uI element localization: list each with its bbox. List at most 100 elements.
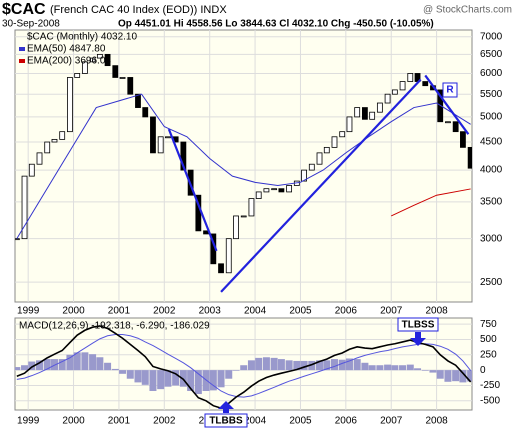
plot bbox=[15, 30, 472, 302]
annotation-box bbox=[442, 82, 458, 98]
candle bbox=[286, 185, 293, 193]
candle bbox=[15, 238, 20, 241]
histogram-bar bbox=[459, 370, 467, 383]
histogram-bar bbox=[149, 370, 157, 391]
candle bbox=[467, 146, 472, 169]
candle bbox=[180, 141, 187, 171]
legend-label: EMA(200) 3696.04 bbox=[27, 56, 111, 67]
legend-label: $CAC (Monthly) 4032.10 bbox=[27, 32, 137, 43]
histogram-bar bbox=[66, 354, 74, 371]
histogram-bar bbox=[444, 370, 452, 382]
candle bbox=[104, 53, 111, 67]
y-tick-label: 4000 bbox=[480, 165, 503, 176]
candle bbox=[119, 77, 126, 79]
candle bbox=[28, 163, 35, 177]
candle bbox=[112, 65, 119, 78]
x-tick-label: 2008 bbox=[425, 416, 448, 427]
x-tick-label: 2002 bbox=[153, 306, 176, 317]
candle bbox=[331, 136, 338, 148]
candle bbox=[399, 81, 406, 91]
y-tick-label: 4500 bbox=[480, 137, 503, 148]
x-tick-label: 2007 bbox=[380, 416, 403, 427]
candle bbox=[21, 175, 28, 240]
x-tick-label: 1999 bbox=[17, 306, 40, 317]
chart-subtitle: (French CAC 40 Index (EOD)) INDX bbox=[50, 4, 227, 16]
histogram-bar bbox=[134, 370, 142, 383]
annotation: TLBBS bbox=[209, 416, 243, 427]
candle bbox=[308, 163, 315, 171]
x-tick-label: 2003 bbox=[199, 306, 222, 317]
histogram-bar bbox=[194, 370, 202, 395]
legend-swatch bbox=[19, 59, 25, 63]
histogram-bar bbox=[436, 370, 444, 379]
histogram-bar bbox=[330, 359, 338, 371]
histogram-bar bbox=[119, 370, 127, 374]
histogram-bar bbox=[50, 359, 58, 371]
candle bbox=[391, 89, 398, 95]
y-tick-label: 5000 bbox=[480, 112, 503, 123]
histogram-bar bbox=[164, 370, 172, 387]
histogram-bar bbox=[293, 360, 301, 371]
histogram-bar bbox=[406, 364, 414, 371]
y-tick-label: 500 bbox=[480, 334, 497, 345]
candle bbox=[142, 107, 149, 118]
histogram-bar bbox=[316, 360, 324, 371]
histogram-bar bbox=[73, 352, 81, 371]
trendline bbox=[424, 74, 470, 135]
source: @ StockCharts.com bbox=[423, 5, 512, 16]
histogram-bar bbox=[452, 370, 460, 382]
candle bbox=[150, 116, 156, 154]
candle bbox=[339, 131, 346, 138]
candle bbox=[240, 215, 247, 218]
histogram-bar bbox=[308, 360, 316, 371]
histogram-bar bbox=[21, 365, 29, 371]
candle bbox=[51, 138, 58, 143]
candle bbox=[460, 131, 466, 148]
x-tick-label: 2008 bbox=[425, 306, 448, 317]
candle bbox=[233, 215, 239, 240]
candle bbox=[218, 263, 224, 274]
candle bbox=[81, 61, 88, 74]
x-tick-label: 2007 bbox=[380, 306, 403, 317]
histogram-bar bbox=[96, 357, 104, 371]
histogram-bar bbox=[209, 370, 217, 391]
histogram-bar bbox=[15, 367, 21, 371]
y-tick-label: 5500 bbox=[480, 89, 503, 100]
histogram-bar bbox=[376, 365, 384, 371]
x-tick-label: 2004 bbox=[244, 306, 267, 317]
candle bbox=[346, 116, 353, 133]
histogram-bar bbox=[81, 352, 89, 371]
candle bbox=[354, 107, 361, 118]
candle bbox=[316, 152, 323, 165]
candle bbox=[157, 136, 164, 154]
line bbox=[16, 334, 472, 398]
histogram-bar bbox=[111, 368, 119, 371]
candle bbox=[255, 191, 262, 199]
histogram-bar bbox=[338, 359, 346, 371]
histogram-bar bbox=[225, 370, 233, 379]
arrow bbox=[410, 332, 426, 346]
histogram-bar bbox=[247, 360, 255, 371]
arrow bbox=[218, 401, 234, 413]
histogram-bar bbox=[36, 360, 44, 371]
histogram-bar bbox=[270, 357, 278, 371]
candle bbox=[407, 73, 414, 82]
candle bbox=[165, 136, 171, 139]
histogram-bar bbox=[104, 362, 112, 371]
legend-label: EMA(50) 4847.80 bbox=[27, 44, 106, 55]
histogram-bar bbox=[232, 370, 240, 371]
candle bbox=[36, 152, 43, 165]
candle bbox=[384, 93, 391, 104]
histogram-bar bbox=[391, 365, 399, 371]
x-tick-label: 2002 bbox=[153, 416, 176, 427]
y-tick-label: 250 bbox=[480, 349, 497, 360]
legend-swatch bbox=[19, 47, 25, 51]
histogram-bar bbox=[300, 360, 308, 371]
annotation-box bbox=[204, 413, 248, 428]
y-tick-label: 3000 bbox=[480, 233, 503, 244]
x-tick-label: 2001 bbox=[108, 306, 131, 317]
candle bbox=[271, 188, 278, 191]
candle bbox=[74, 73, 81, 78]
line bbox=[16, 325, 472, 410]
histogram-bar bbox=[43, 359, 51, 371]
